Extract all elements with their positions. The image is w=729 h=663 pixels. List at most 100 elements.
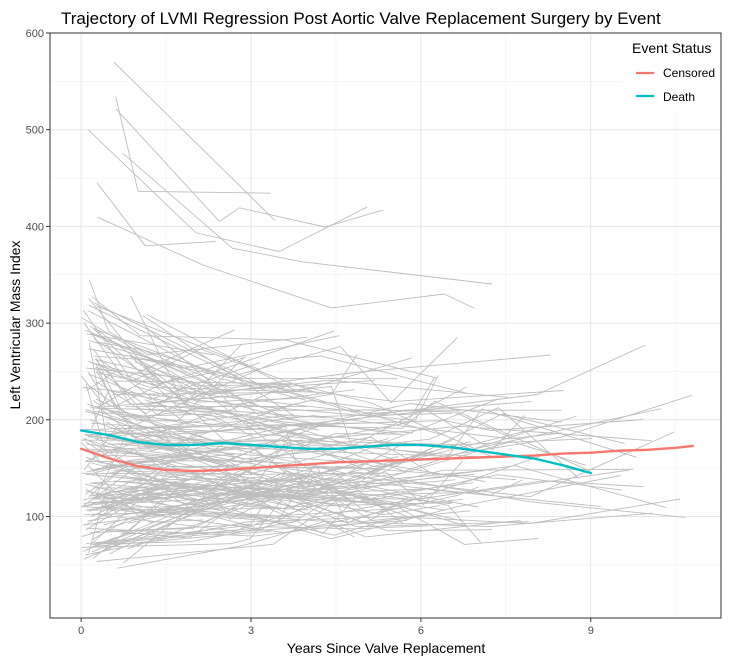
trajectory-line <box>93 348 326 419</box>
y-tick-label: 400 <box>26 221 44 233</box>
trajectory-line <box>81 472 445 511</box>
trajectory-line <box>88 304 398 380</box>
trajectory-line <box>115 478 463 508</box>
y-axis-title: Left Ventricular Mass Index <box>7 241 23 410</box>
trajectory-line <box>121 519 408 535</box>
y-tick-label: 300 <box>26 318 44 330</box>
y-tick-label: 500 <box>26 125 44 137</box>
trajectory-line <box>96 494 281 509</box>
trajectory-line <box>115 108 384 228</box>
trajectory-line <box>113 61 276 221</box>
trajectory-line <box>95 355 470 415</box>
trajectory-line <box>94 358 592 446</box>
trajectory-line <box>83 322 236 379</box>
trajectory-line <box>134 385 652 442</box>
trajectory-line <box>85 440 483 488</box>
axis-ticks: 0 3 6 9 100 200 300 400 500 600 <box>26 28 594 637</box>
trajectory-line <box>83 475 621 540</box>
x-tick-label: 9 <box>588 625 594 637</box>
trajectory-line <box>147 519 204 523</box>
trajectory-line <box>103 475 409 526</box>
trajectory-line <box>82 415 562 440</box>
trajectory-line <box>88 356 245 422</box>
trajectory-line <box>117 521 355 569</box>
trajectory-line <box>117 459 277 487</box>
x-tick-label: 0 <box>78 625 84 637</box>
trajectory-line <box>84 410 211 445</box>
trajectory-line <box>87 409 514 440</box>
legend-label-death: Death <box>663 90 695 104</box>
trajectory-line <box>96 364 194 408</box>
trajectory-line <box>147 386 467 447</box>
trajectory-line <box>85 383 106 450</box>
trajectory-line <box>88 335 340 369</box>
trajectory-line <box>91 472 285 553</box>
trajectory-line <box>85 448 211 460</box>
trajectory-line <box>90 427 404 471</box>
trajectory-line <box>81 499 283 548</box>
trajectory-line <box>81 317 292 387</box>
trajectory-line <box>85 459 397 531</box>
trajectory-line <box>88 354 358 403</box>
trajectory-line <box>94 355 221 390</box>
trajectory-line <box>93 478 463 535</box>
trajectory-line <box>82 510 301 526</box>
trajectory-line <box>85 440 472 510</box>
trajectory-line <box>97 380 193 415</box>
trajectory-line <box>112 400 587 471</box>
chart-title: Trajectory of LVMI Regression Post Aorti… <box>61 9 661 28</box>
trajectory-line <box>120 403 562 439</box>
trajectory-line <box>106 493 369 539</box>
trajectory-line <box>123 409 562 445</box>
trajectory-line <box>100 454 290 464</box>
trajectory-line <box>96 182 216 247</box>
trajectory-line <box>99 358 188 425</box>
trajectory-line <box>115 380 475 449</box>
trajectory-line <box>92 400 113 414</box>
trajectory-line <box>146 314 564 402</box>
trajectory-line <box>86 333 215 356</box>
trajectory-line <box>111 390 414 434</box>
trajectory-line <box>88 342 508 439</box>
trajectory-line <box>85 408 390 475</box>
legend-title: Event Status <box>632 40 711 56</box>
x-tick-label: 3 <box>248 625 254 637</box>
trajectory-line <box>95 328 324 428</box>
trajectory-line <box>84 431 675 498</box>
trajectory-line <box>92 509 653 559</box>
trajectory-line <box>95 525 429 544</box>
individual-trajectories <box>80 61 692 569</box>
trajectory-line <box>92 433 401 504</box>
series-line-censored <box>79 444 694 473</box>
trajectory-line <box>104 407 193 455</box>
trajectory-line <box>138 408 625 475</box>
trajectory-line <box>95 366 315 393</box>
trajectory-line <box>93 498 335 532</box>
legend: Event Status Censored Death <box>622 34 720 112</box>
trajectory-line <box>129 354 376 393</box>
panel-border <box>49 32 722 619</box>
x-tick-label: 6 <box>418 625 424 637</box>
trajectory-line <box>129 343 551 389</box>
y-tick-label: 100 <box>26 511 44 523</box>
legend-label-censored: Censored <box>663 66 715 80</box>
trajectory-line <box>85 441 199 514</box>
trajectory-line <box>86 482 263 511</box>
smoothed-series <box>79 429 694 475</box>
trajectory-line <box>83 309 320 395</box>
trajectory-line <box>88 298 335 384</box>
trajectory-line <box>122 152 493 285</box>
trajectory-line <box>92 530 273 547</box>
trajectory-line <box>91 496 275 508</box>
trajectory-line <box>93 302 263 387</box>
trajectory-line <box>87 515 425 537</box>
trajectory-line <box>85 468 634 511</box>
trajectory-line <box>115 96 271 194</box>
trajectory-line <box>94 408 662 451</box>
trajectory-line <box>91 390 110 429</box>
series-line-death <box>79 429 592 475</box>
y-tick-label: 600 <box>26 28 44 40</box>
trajectory-line <box>82 486 441 552</box>
trajectory-line <box>88 337 458 404</box>
